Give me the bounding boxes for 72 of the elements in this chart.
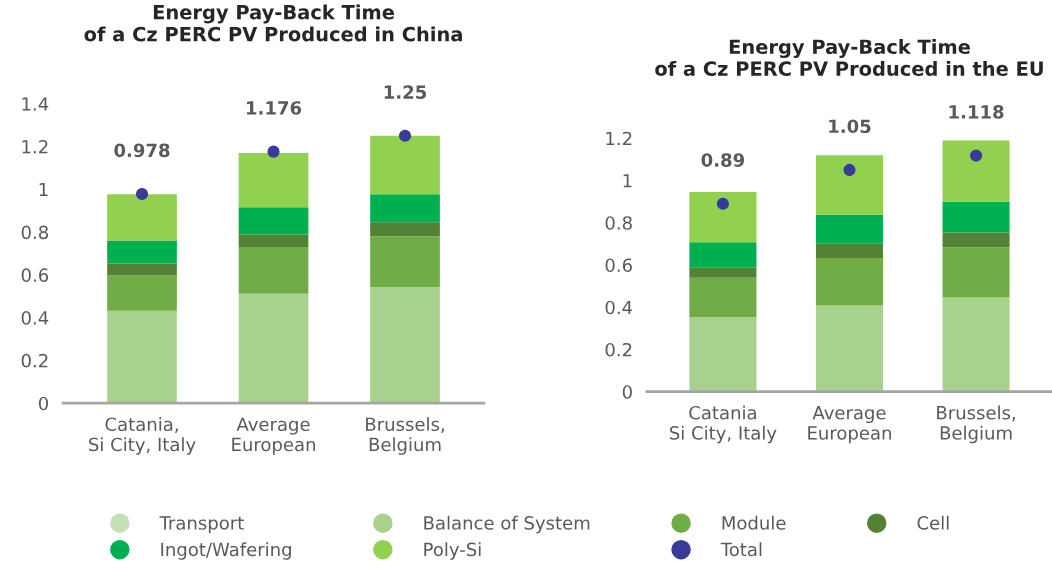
bar xyxy=(370,287,440,404)
y-tick-label: 0.8 xyxy=(21,225,48,240)
data-label: 1.118 xyxy=(949,105,1004,119)
point xyxy=(135,187,149,201)
y-tick-label: 1.2 xyxy=(606,131,632,146)
bar xyxy=(370,222,440,237)
x-tick-label: Catania Si City, Italy xyxy=(669,405,777,444)
bar xyxy=(942,232,1010,248)
chart-title: Energy Pay-Back Time of a Cz PERC PV Produced in the EU xyxy=(655,39,1043,77)
y-tick-label: 0.2 xyxy=(21,353,48,368)
data-label: 1.05 xyxy=(829,119,871,134)
bar xyxy=(107,240,177,264)
y-tick-label: 0 xyxy=(622,385,632,399)
point xyxy=(716,197,729,210)
bar xyxy=(815,214,884,244)
bar xyxy=(107,263,177,276)
y-tick-label: 0.2 xyxy=(605,342,632,357)
data-label: 1.25 xyxy=(384,85,427,99)
bar xyxy=(689,242,757,268)
bar xyxy=(370,194,440,223)
y-tick-label: 1 xyxy=(623,174,632,188)
bar xyxy=(238,152,309,208)
y-tick-label: 0.6 xyxy=(605,258,632,273)
data-label: 0.978 xyxy=(114,143,170,158)
y-tick-label: 0.4 xyxy=(605,300,633,315)
bar xyxy=(238,207,309,235)
x-tick-label: Brussels, Belgium xyxy=(937,405,1015,444)
y-tick-label: 0 xyxy=(38,396,49,411)
x-tick-label: Average European xyxy=(808,406,891,444)
point xyxy=(267,145,280,158)
bar xyxy=(942,297,1010,392)
bar xyxy=(370,236,440,288)
point xyxy=(398,129,412,142)
legend-label: Cell xyxy=(917,515,949,530)
legend-label: Balance of System xyxy=(424,515,590,534)
bar xyxy=(942,140,1010,202)
bar xyxy=(238,247,309,294)
bar xyxy=(815,155,884,215)
bar xyxy=(107,275,177,311)
y-tick-label: 1.4 xyxy=(22,97,49,111)
bar xyxy=(689,191,757,243)
legend-label: Ingot/Wafering xyxy=(161,542,291,560)
bar xyxy=(942,247,1010,298)
y-tick-label: 1.2 xyxy=(22,139,48,154)
data-label: 0.89 xyxy=(701,153,745,167)
y-tick-label: 1 xyxy=(39,182,48,197)
y-tick-label: 0.8 xyxy=(605,216,632,230)
legend-label: Module xyxy=(722,515,786,530)
point xyxy=(969,149,983,162)
x-tick-label: Average European xyxy=(232,417,315,455)
bar xyxy=(370,135,440,195)
legend-label: Total xyxy=(720,542,762,557)
bar xyxy=(238,293,309,404)
bar xyxy=(815,305,884,392)
bar xyxy=(689,317,757,392)
bar xyxy=(815,243,884,258)
bar xyxy=(238,234,309,248)
legend-label: Transport xyxy=(159,516,244,534)
point xyxy=(843,163,856,176)
y-tick-label: 0.6 xyxy=(21,268,49,282)
bar xyxy=(107,194,177,241)
x-tick-label: Brussels, Belgium xyxy=(366,417,444,455)
x-tick-label: Catania, Si City, Italy xyxy=(89,417,196,455)
bar xyxy=(689,277,757,318)
data-label: 1.176 xyxy=(247,101,302,115)
bar xyxy=(107,310,177,404)
bar xyxy=(689,267,757,278)
chart-title: Energy Pay-Back Time of a Cz PERC PV Produced in China xyxy=(84,4,462,42)
bar xyxy=(942,201,1010,233)
y-tick-label: 0.4 xyxy=(21,311,49,325)
bar xyxy=(815,257,884,306)
legend-label: Poly-Si xyxy=(424,542,481,560)
